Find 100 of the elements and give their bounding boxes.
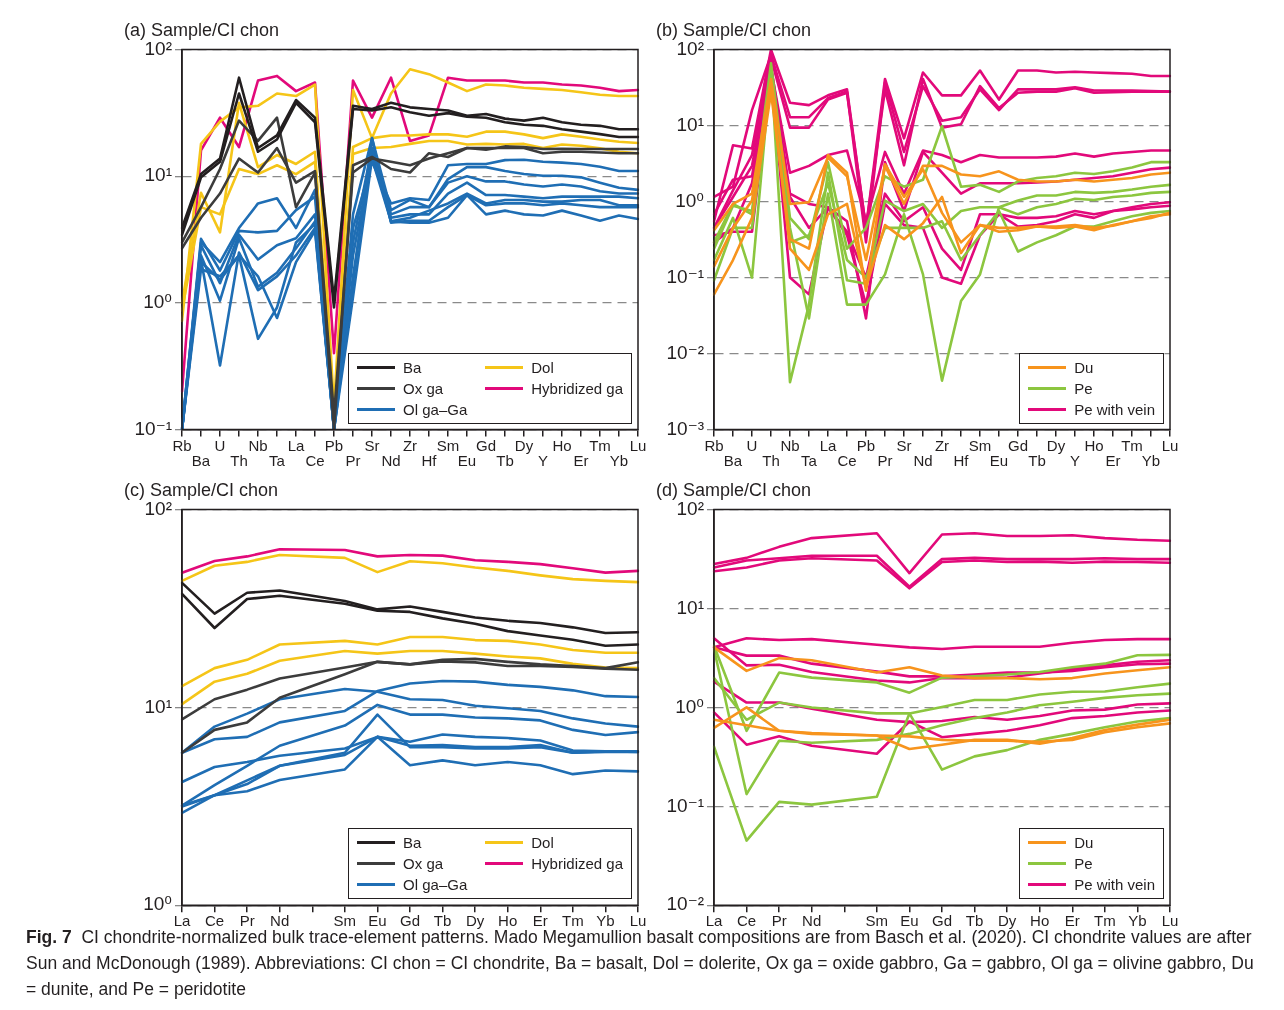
x-tick-label: Lu [1161, 436, 1179, 454]
x-tick-label: Ce [736, 912, 757, 930]
chart-title: (d) Sample/CI chon [656, 479, 812, 500]
x-tick-label: Pr [877, 452, 893, 470]
x-tick-label: Gd [931, 912, 953, 930]
x-tick-label: Sm [333, 912, 357, 930]
x-tick-label: Eu [989, 452, 1009, 470]
x-tick-label: Sm [968, 436, 992, 454]
legend-label: Du [1074, 834, 1094, 852]
x-tick-label: Pb [324, 436, 344, 454]
x-tick-label: Zr [402, 436, 418, 454]
x-tick-label: Th [762, 452, 780, 470]
x-tick-label: Tm [1121, 436, 1143, 454]
x-tick-label: Ho [1030, 912, 1050, 930]
x-tick-label: Nd [381, 452, 401, 470]
y-tick-label: 10⁰ [675, 695, 704, 717]
legend-label: Pe [1074, 379, 1093, 397]
x-tick-label: Tb [1028, 452, 1046, 470]
chart-title: (b) Sample/CI chon [656, 19, 812, 40]
chart-title: (c) Sample/CI chon [124, 479, 279, 500]
x-tick-label: Lu [1161, 912, 1179, 930]
x-tick-label: Ho [552, 436, 572, 454]
y-tick-label: 10⁰ [675, 189, 704, 211]
x-tick-label: Er [573, 452, 589, 470]
x-tick-label: Rb [172, 436, 192, 454]
x-tick-label: Tb [965, 912, 984, 930]
x-tick-label: Lu [629, 912, 647, 930]
y-tick-label: 10⁻¹ [134, 417, 172, 439]
x-tick-label: Nd [913, 452, 933, 470]
x-tick-label: Gd [1007, 436, 1029, 454]
x-tick-label: Sr [896, 436, 912, 454]
x-tick-label: Ho [498, 912, 518, 930]
x-tick-label: Yb [609, 452, 629, 470]
x-tick-label: Er [532, 912, 548, 930]
legend-label: Du [1074, 358, 1094, 376]
legend-label: Hybridized ga [531, 855, 623, 873]
x-tick-label: Dy [514, 436, 534, 454]
legend-label: Pe with vein [1074, 400, 1155, 418]
x-tick-label: Er [1105, 452, 1121, 470]
legend-label: Dol [531, 834, 554, 852]
y-tick-label: 10⁻¹ [666, 265, 704, 287]
y-tick-label: 10⁻¹ [666, 794, 704, 816]
y-tick-label: 10² [676, 37, 704, 59]
x-tick-label: La [173, 912, 191, 930]
legend-label: Ox ga [403, 379, 444, 397]
x-tick-label: Eu [368, 912, 387, 930]
chart-title: (a) Sample/CI chon [124, 19, 280, 40]
y-tick-label: 10¹ [144, 164, 172, 186]
x-tick-label: Zr [934, 436, 950, 454]
x-tick-label: Er [1064, 912, 1080, 930]
x-tick-label: Ho [1084, 436, 1104, 454]
x-tick-label: Tm [589, 436, 611, 454]
legend-label: Ox ga [403, 855, 444, 873]
x-tick-label: Eu [900, 912, 919, 930]
y-tick-label: 10¹ [676, 113, 704, 135]
x-tick-label: Yb [1141, 452, 1161, 470]
legend-label: Ba [403, 358, 422, 376]
x-tick-label: Sm [436, 436, 460, 454]
x-tick-label: Pr [345, 452, 361, 470]
y-tick-label: 10⁻² [666, 341, 704, 363]
x-tick-label: Nb [780, 436, 800, 454]
y-tick-label: 10² [676, 497, 704, 519]
x-tick-label: Dy [1046, 436, 1066, 454]
y-tick-label: 10⁻² [666, 893, 704, 915]
x-tick-label: Ta [801, 452, 818, 470]
x-tick-label: Yb [1128, 912, 1147, 930]
x-tick-label: Ta [269, 452, 286, 470]
legend-label: Hybridized ga [531, 379, 623, 397]
x-tick-label: Ce [204, 912, 225, 930]
y-tick-label: 10⁰ [143, 893, 172, 915]
x-tick-label: Ba [723, 452, 743, 470]
x-tick-label: La [705, 912, 723, 930]
x-tick-label: Nb [248, 436, 268, 454]
x-tick-label: Tm [562, 912, 584, 930]
y-tick-label: 10⁰ [143, 291, 172, 313]
x-tick-label: Hf [421, 452, 438, 470]
x-tick-label: Dy [465, 912, 485, 930]
x-tick-label: Pr [239, 912, 255, 930]
x-tick-label: Tm [1094, 912, 1116, 930]
y-tick-label: 10¹ [144, 695, 172, 717]
legend-label: Ba [403, 834, 422, 852]
x-tick-label: Y [537, 452, 549, 470]
x-tick-label: Sr [364, 436, 380, 454]
x-tick-label: Ce [305, 452, 325, 470]
x-tick-label: Tb [433, 912, 452, 930]
x-tick-label: Tb [496, 452, 514, 470]
legend-label: Ol ga–Ga [403, 400, 468, 418]
x-tick-label: Dy [997, 912, 1017, 930]
x-tick-label: Hf [953, 452, 970, 470]
x-tick-label: Ba [191, 452, 211, 470]
caption: Fig. 7 [26, 927, 72, 947]
x-tick-label: Ce [837, 452, 857, 470]
y-tick-label: 10¹ [676, 596, 704, 618]
x-tick-label: Y [1069, 452, 1081, 470]
x-tick-label: U [214, 436, 226, 454]
legend-label: Pe [1074, 855, 1093, 873]
x-tick-label: Pb [856, 436, 876, 454]
y-tick-label: 10² [144, 37, 172, 59]
x-tick-label: Lu [629, 436, 647, 454]
y-tick-label: 10² [144, 497, 172, 519]
